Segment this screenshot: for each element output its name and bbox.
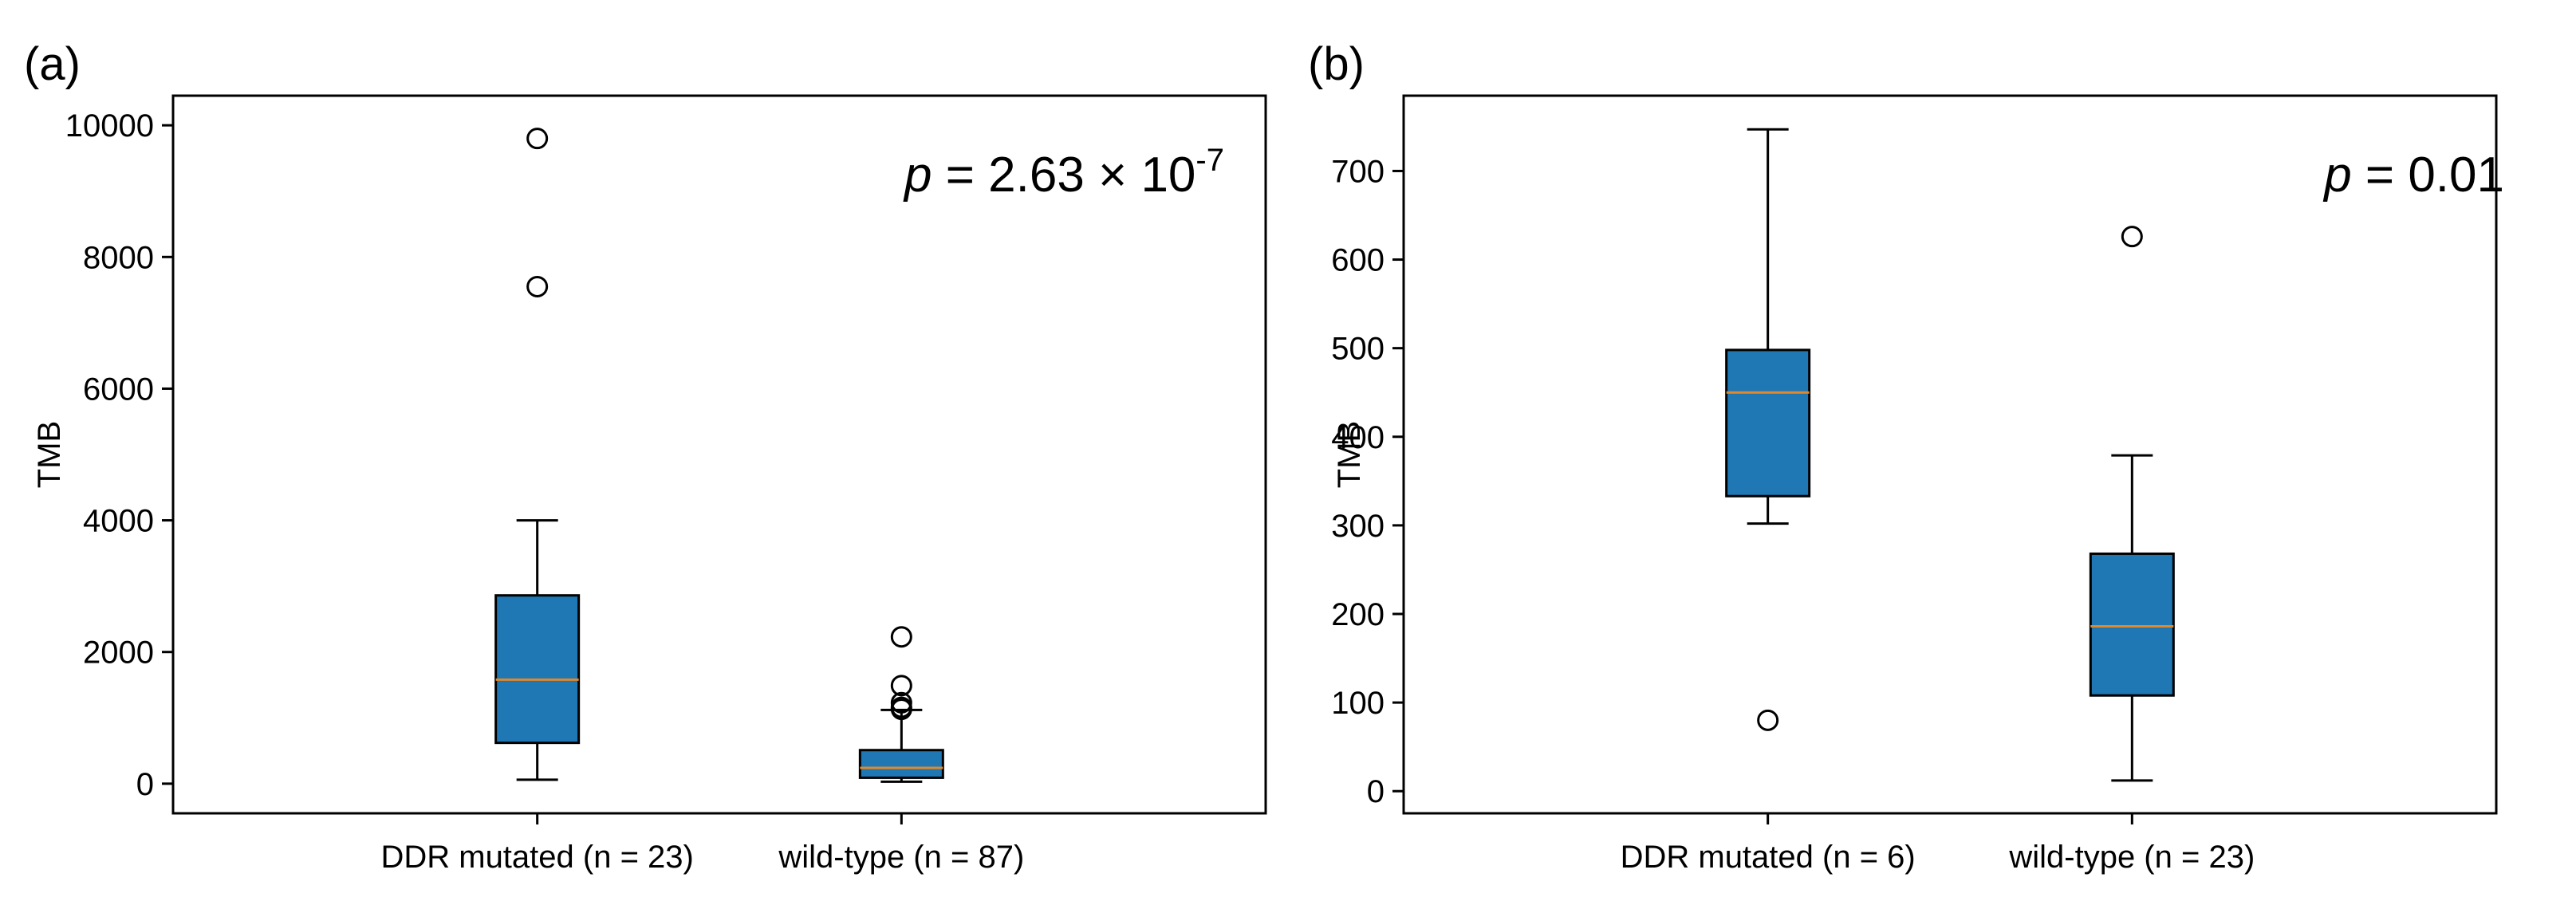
y-axis-label: TMB	[32, 421, 67, 488]
axes-frame	[171, 94, 1267, 815]
x-tick-label: DDR mutated (n = 6)	[1621, 840, 1916, 875]
outlier-point	[2121, 226, 2143, 248]
y-tick-label: 2000	[83, 635, 154, 671]
panel-1: (b) 0 100 200 300 400 500 600 700 TMB DDR mutated …	[1308, 38, 2504, 875]
y-tick-label: 400	[1331, 420, 1385, 455]
panel-label: (b)	[1308, 38, 1365, 90]
iqr-box	[2089, 552, 2175, 697]
outlier-point	[890, 626, 912, 648]
iqr-box	[494, 594, 581, 745]
y-tick-label: 600	[1331, 243, 1385, 278]
box-group	[2089, 226, 2175, 782]
panel-label: (a)	[24, 38, 81, 90]
outlier-point	[890, 675, 912, 697]
outlier-point	[526, 275, 549, 297]
y-tick-label: 500	[1331, 332, 1385, 367]
y-tick-label: 100	[1331, 686, 1385, 721]
y-tick-label: 300	[1331, 509, 1385, 544]
box-group	[1725, 128, 1811, 731]
y-tick-label: 0	[1367, 774, 1385, 809]
y-tick-label: 10000	[65, 108, 154, 144]
p-value-annotation: p = 2.63 × 10-7	[903, 143, 1224, 203]
y-tick-label: 8000	[83, 240, 154, 275]
p-value-annotation: p = 0.01	[2322, 148, 2504, 203]
outlier-point	[890, 691, 912, 714]
p-value-exponent: -7	[1195, 143, 1224, 178]
p-value-text: = 2.63 × 10	[932, 148, 1195, 203]
outlier-point	[526, 128, 549, 150]
y-axis-label: TMB	[1332, 421, 1367, 488]
y-tick-label: 200	[1331, 597, 1385, 632]
axes-frame	[1402, 94, 2498, 815]
panel-0: (a) 0 2000 4000 6000 8000 10000 TMB DDR mutated …	[24, 38, 1267, 875]
outlier-point	[1757, 709, 1779, 731]
y-tick-label: 4000	[83, 504, 154, 539]
iqr-box	[858, 749, 944, 779]
p-value-text: = 0.01	[2352, 148, 2504, 203]
y-tick-label: 6000	[83, 372, 154, 407]
p-symbol: p	[903, 148, 932, 203]
box-group	[494, 128, 581, 781]
p-symbol: p	[2322, 148, 2351, 203]
box-group	[858, 626, 944, 783]
x-tick-label: wild-type (n = 23)	[2008, 840, 2255, 875]
y-tick-label: 0	[136, 767, 154, 802]
y-tick-label: 700	[1331, 154, 1385, 189]
x-tick-label: DDR mutated (n = 23)	[380, 840, 693, 875]
iqr-box	[1725, 348, 1811, 498]
x-tick-label: wild-type (n = 87)	[778, 840, 1024, 875]
